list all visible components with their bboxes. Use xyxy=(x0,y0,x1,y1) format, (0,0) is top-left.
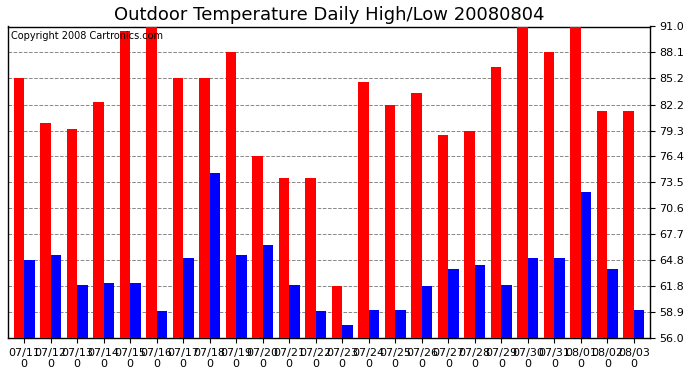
Bar xyxy=(50,255,61,375)
Bar xyxy=(528,258,538,375)
Bar xyxy=(342,325,353,375)
Bar xyxy=(289,285,300,375)
Bar xyxy=(395,310,406,375)
Bar xyxy=(226,53,236,375)
Bar xyxy=(464,130,475,375)
Bar xyxy=(368,310,380,375)
Bar xyxy=(570,27,581,375)
Bar xyxy=(332,286,342,375)
Bar xyxy=(252,156,263,375)
Bar xyxy=(634,310,644,375)
Bar xyxy=(146,22,157,375)
Bar xyxy=(518,27,528,375)
Bar xyxy=(501,285,512,375)
Bar xyxy=(183,258,194,375)
Title: Outdoor Temperature Daily High/Low 20080804: Outdoor Temperature Daily High/Low 20080… xyxy=(114,6,544,24)
Bar xyxy=(316,311,326,375)
Bar xyxy=(119,31,130,375)
Bar xyxy=(554,258,565,375)
Bar xyxy=(77,285,88,375)
Bar xyxy=(475,265,485,375)
Bar xyxy=(384,105,395,375)
Bar xyxy=(623,111,634,375)
Bar xyxy=(597,111,607,375)
Bar xyxy=(544,53,554,375)
Text: Copyright 2008 Cartronics.com: Copyright 2008 Cartronics.com xyxy=(12,31,164,41)
Bar xyxy=(607,268,618,375)
Bar xyxy=(279,178,289,375)
Bar xyxy=(581,192,591,375)
Bar xyxy=(172,78,183,375)
Bar xyxy=(199,78,210,375)
Bar xyxy=(130,283,141,375)
Bar xyxy=(93,102,104,375)
Bar xyxy=(157,311,167,375)
Bar xyxy=(358,82,368,375)
Bar xyxy=(448,268,459,375)
Bar xyxy=(104,283,115,375)
Bar xyxy=(305,178,316,375)
Bar xyxy=(422,286,433,375)
Bar xyxy=(437,135,448,375)
Bar xyxy=(14,78,24,375)
Bar xyxy=(24,260,34,375)
Bar xyxy=(40,123,50,375)
Bar xyxy=(411,93,422,375)
Bar xyxy=(263,244,273,375)
Bar xyxy=(210,173,220,375)
Bar xyxy=(491,68,501,375)
Bar xyxy=(66,129,77,375)
Bar xyxy=(236,255,247,375)
